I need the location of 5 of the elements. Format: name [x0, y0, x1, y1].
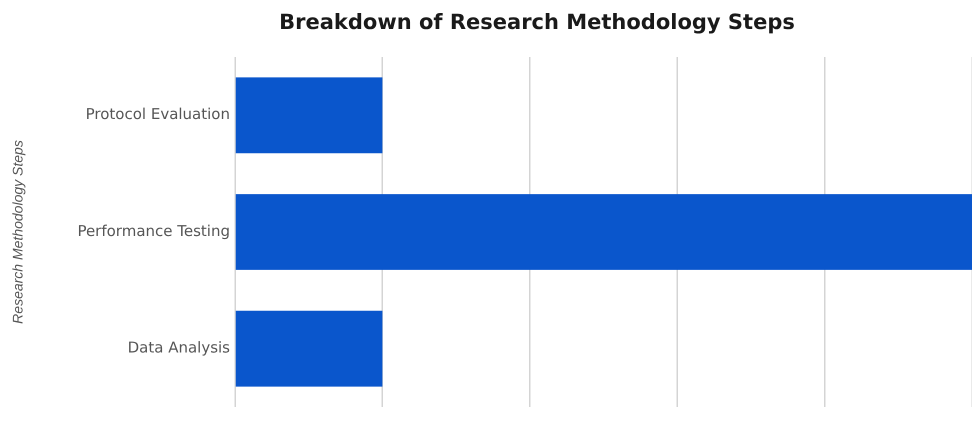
chart-title: Breakdown of Research Methodology Steps [279, 10, 795, 34]
y-tick-label: Data Analysis [128, 338, 230, 357]
y-axis-title: Research Methodology Steps [9, 140, 26, 324]
y-tick-label: Performance Testing [77, 222, 230, 240]
y-tick-label: Protocol Evaluation [86, 105, 230, 124]
